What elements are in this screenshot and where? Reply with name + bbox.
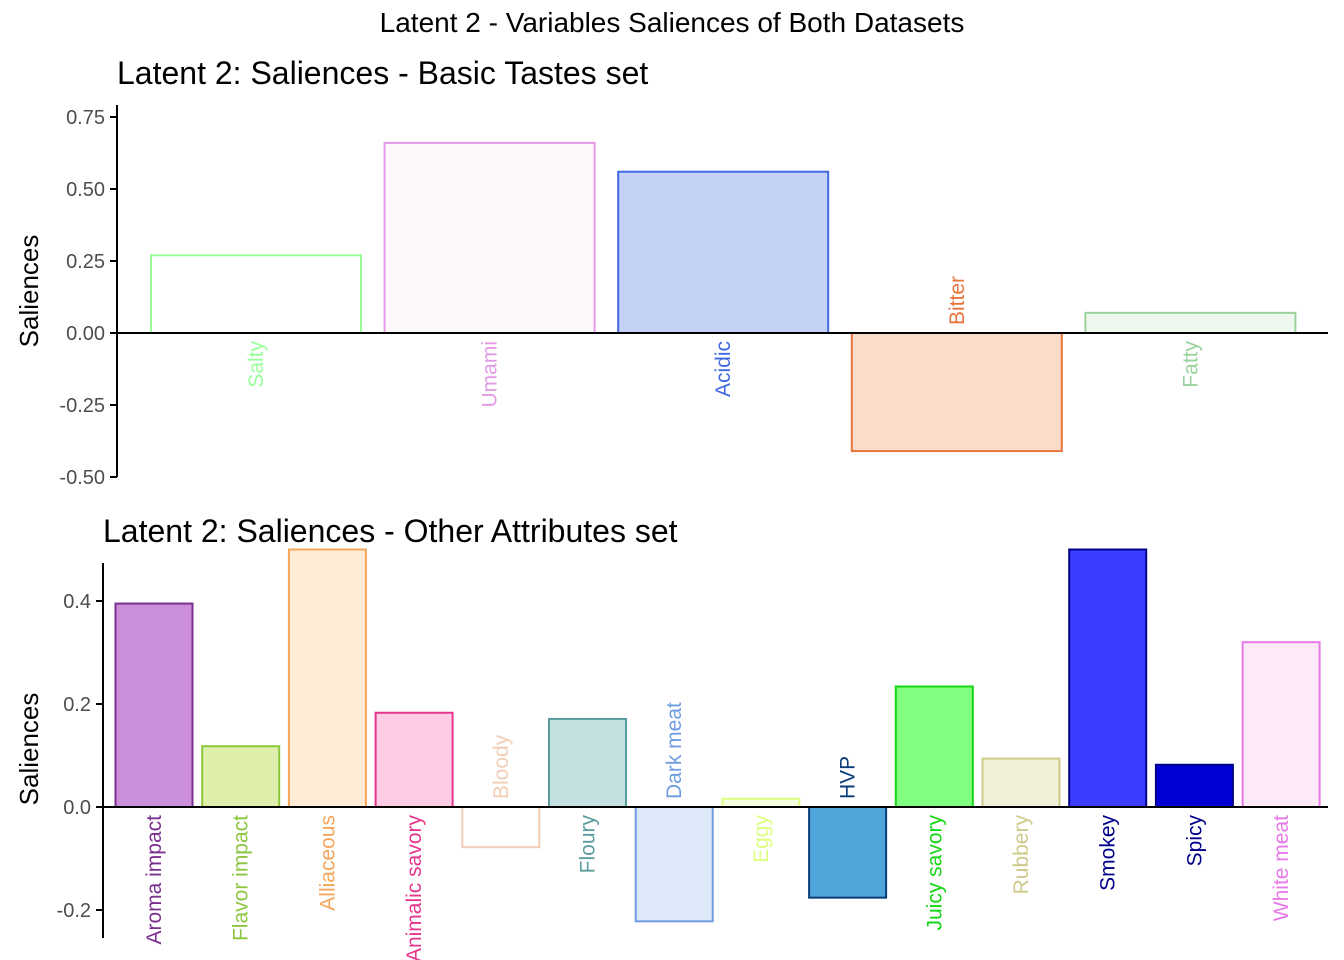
bar-labels: Aroma impact Flavor impact Alliaceous Anima… — [143, 702, 1293, 960]
chart-basic-tastes: Latent 2: Saliences - Basic Tastes set S… — [14, 55, 1328, 489]
bar-alliaceous — [287, 548, 367, 808]
chart-title: Latent 2: Saliences - Other Attributes s… — [103, 513, 678, 549]
bar-label-fatty: Fatty — [1179, 341, 1202, 388]
y-tick-label: 0.4 — [63, 591, 91, 613]
bar-bitter — [850, 332, 1063, 453]
bar-label-hvp: HVP — [837, 756, 860, 799]
y-axis-title: Saliences — [14, 235, 44, 348]
bar-label-juicy-savory: Juicy savory — [923, 815, 946, 931]
bar-label-smokey: Smokey — [1097, 815, 1120, 891]
bar-label-flavor-impact: Flavor impact — [230, 815, 253, 941]
y-axis-ticks: 0.4 0.2 0.0 -0.2 — [57, 591, 103, 922]
y-tick-label: 0.00 — [66, 323, 105, 345]
y-axis-title: Saliences — [14, 693, 44, 806]
bars — [114, 548, 1321, 923]
bars — [150, 141, 1297, 453]
y-tick-label: -0.25 — [59, 395, 105, 417]
bar-white-meat — [1241, 641, 1321, 809]
bar-label-spicy: Spicy — [1183, 815, 1206, 867]
bar-eggy — [721, 797, 801, 809]
y-tick-label: 0.2 — [63, 694, 91, 716]
bar-salty — [150, 254, 362, 335]
bar-label-animalic-savory: Animalic savory — [403, 815, 426, 960]
bar-animalic-savory — [374, 711, 454, 809]
bar-acidic — [617, 170, 830, 334]
bar-rubbery — [981, 757, 1061, 809]
bar-label-dark-meat: Dark meat — [663, 702, 686, 799]
bar-label-bloody: Bloody — [490, 734, 513, 799]
y-tick-label: 0.25 — [66, 251, 105, 273]
bar-dark-meat — [634, 806, 714, 923]
y-tick-label: -0.2 — [57, 900, 91, 922]
chart-other-attributes: Latent 2: Saliences - Other Attributes s… — [14, 513, 1328, 960]
bar-label-rubbery: Rubbery — [1010, 815, 1033, 895]
bar-label-aroma-impact: Aroma impact — [143, 815, 166, 945]
bar-fatty — [1084, 311, 1297, 334]
y-axis-ticks: 0.75 0.50 0.25 0.00 -0.25 -0.50 — [59, 107, 117, 489]
bar-bloody — [461, 806, 541, 849]
bar-labels: Salty Umami Acidic Bitter Fatty — [245, 276, 1202, 408]
bar-label-acidic: Acidic — [712, 341, 735, 397]
bar-flavor-impact — [201, 745, 281, 808]
bar-label-white-meat: White meat — [1270, 815, 1293, 921]
bar-label-alliaceous: Alliaceous — [316, 815, 339, 911]
bar-spicy — [1154, 763, 1234, 809]
bar-label-umami: Umami — [479, 341, 502, 408]
bar-label-bitter: Bitter — [946, 276, 969, 325]
bar-label-eggy: Eggy — [750, 815, 773, 863]
y-tick-label: 0.0 — [63, 797, 91, 819]
y-tick-label: 0.50 — [66, 179, 105, 201]
bar-floury — [548, 717, 627, 808]
bar-hvp — [808, 806, 888, 899]
bar-aroma-impact — [114, 602, 194, 809]
bar-label-floury: Floury — [577, 815, 600, 874]
bar-umami — [383, 141, 596, 334]
bar-label-salty: Salty — [245, 341, 268, 388]
y-tick-label: 0.75 — [66, 107, 105, 129]
bar-juicy-savory — [894, 685, 974, 808]
y-tick-label: -0.50 — [59, 467, 105, 489]
bar-smokey — [1068, 548, 1148, 808]
chart-title: Latent 2: Saliences - Basic Tastes set — [117, 55, 648, 91]
figure-title: Latent 2 - Variables Saliences of Both D… — [380, 7, 965, 38]
